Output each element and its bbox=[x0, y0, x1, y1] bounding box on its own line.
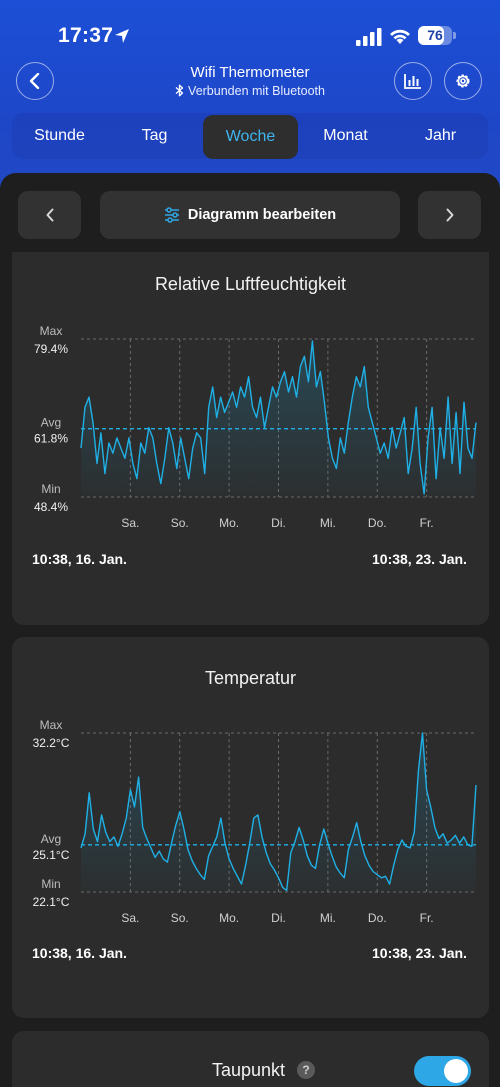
battery-percent: 76 bbox=[427, 27, 443, 43]
temperature-x-tick: Di. bbox=[271, 911, 286, 925]
status-bar: 17:37 76 bbox=[0, 24, 500, 52]
wifi-icon bbox=[390, 29, 410, 44]
temperature-max-label: Max bbox=[40, 718, 63, 732]
temperature-chart: Sa. So. Mo. Di. Mi. Do. Fr. Max 32.2°C Avg 25.1°C M… bbox=[33, 718, 477, 925]
dewpoint-title: Taupunkt bbox=[212, 1060, 286, 1080]
header-background bbox=[0, 0, 500, 200]
next-period-button[interactable] bbox=[418, 191, 481, 239]
temperature-x-tick: Do. bbox=[368, 911, 387, 925]
temperature-x-tick: Fr. bbox=[420, 911, 434, 925]
humidity-min-label: Min bbox=[41, 482, 60, 496]
tab-woche[interactable]: Woche bbox=[203, 115, 298, 159]
previous-period-button[interactable] bbox=[18, 191, 81, 239]
temperature-range-start: 10:38, 16. Jan. bbox=[32, 945, 127, 961]
temperature-range-end: 10:38, 23. Jan. bbox=[372, 945, 467, 961]
gear-icon bbox=[456, 74, 470, 88]
temperature-title: Temperatur bbox=[204, 668, 297, 688]
humidity-x-tick: Mi. bbox=[320, 516, 336, 530]
battery-indicator: 76 bbox=[418, 26, 456, 46]
humidity-area bbox=[81, 341, 476, 497]
dewpoint-toggle[interactable] bbox=[414, 1056, 471, 1086]
tab-stunde[interactable]: Stunde bbox=[34, 127, 85, 144]
nav-bar: Wifi Thermometer Verbunden mit Bluetooth bbox=[0, 60, 500, 104]
temperature-area bbox=[81, 733, 476, 892]
tab-tag[interactable]: Tag bbox=[141, 127, 168, 144]
temperature-max-value: 32.2°C bbox=[33, 736, 70, 750]
humidity-card: Relative Luftfeuchtigkeit Sa. So. Mo. Di. Mi… bbox=[12, 252, 489, 625]
sliders-icon bbox=[164, 207, 179, 223]
temperature-card: Temperatur Sa. So. Mo. Di. Mi. Do. Fr. Max 32.2°… bbox=[12, 637, 489, 1018]
humidity-range-end: 10:38, 23. Jan. bbox=[372, 551, 467, 567]
temperature-x-tick: Mi. bbox=[320, 911, 336, 925]
humidity-title: Relative Luftfeuchtigkeit bbox=[154, 274, 347, 294]
back-button[interactable] bbox=[16, 62, 54, 100]
temperature-x-tick: Mo. bbox=[219, 911, 239, 925]
chevron-left-icon bbox=[46, 208, 53, 222]
connection-status: Verbunden mit Bluetooth bbox=[0, 84, 500, 98]
tab-monat[interactable]: Monat bbox=[323, 127, 368, 144]
humidity-x-tick: Do. bbox=[368, 516, 387, 530]
humidity-chart: Sa. So. Mo. Di. Mi. Do. Fr. Max 79.4% Avg 61.8% Min… bbox=[34, 324, 477, 530]
temperature-x-tick: Sa. bbox=[121, 911, 139, 925]
help-icon[interactable]: ? bbox=[297, 1061, 315, 1079]
temperature-series-line bbox=[80, 732, 477, 892]
humidity-avg-label: Avg bbox=[41, 416, 61, 430]
humidity-max-value: 79.4% bbox=[34, 342, 68, 356]
humidity-max-label: Max bbox=[40, 324, 63, 338]
temperature-avg-label: Avg bbox=[41, 832, 61, 846]
bluetooth-icon bbox=[175, 84, 184, 97]
cellular-signal-icon bbox=[356, 28, 382, 46]
temperature-avg-value: 25.1°C bbox=[33, 848, 70, 862]
status-time: 17:37 bbox=[58, 24, 114, 47]
humidity-x-tick: So. bbox=[171, 516, 189, 530]
humidity-range-start: 10:38, 16. Jan. bbox=[32, 551, 127, 567]
statistics-button[interactable] bbox=[394, 62, 432, 100]
dewpoint-card: Taupunkt ? bbox=[12, 1031, 489, 1087]
location-arrow-icon bbox=[115, 29, 129, 43]
chevron-right-icon bbox=[446, 208, 453, 222]
humidity-x-tick: Sa. bbox=[121, 516, 139, 530]
edit-chart-button[interactable]: Diagramm bearbeiten bbox=[100, 191, 400, 239]
humidity-avg-value: 61.8% bbox=[34, 432, 68, 446]
temperature-min-value: 22.1°C bbox=[33, 895, 70, 909]
settings-button[interactable] bbox=[444, 62, 482, 100]
period-tabs: Stunde Tag Woche Monat Jahr bbox=[12, 113, 488, 159]
humidity-x-tick: Di. bbox=[271, 516, 286, 530]
humidity-x-tick: Mo. bbox=[219, 516, 239, 530]
page-title: Wifi Thermometer bbox=[190, 64, 310, 81]
humidity-x-tick: Fr. bbox=[420, 516, 434, 530]
humidity-series-line bbox=[80, 340, 477, 495]
temperature-min-label: Min bbox=[41, 877, 60, 891]
temperature-x-tick: So. bbox=[171, 911, 189, 925]
chevron-left-icon bbox=[29, 73, 40, 89]
edit-chart-label: Diagramm bearbeiten bbox=[187, 207, 337, 223]
connection-status-text: Verbunden mit Bluetooth bbox=[188, 84, 325, 98]
humidity-min-value: 48.4% bbox=[34, 500, 68, 514]
bar-chart-icon bbox=[404, 74, 421, 89]
tab-jahr[interactable]: Jahr bbox=[424, 127, 457, 144]
